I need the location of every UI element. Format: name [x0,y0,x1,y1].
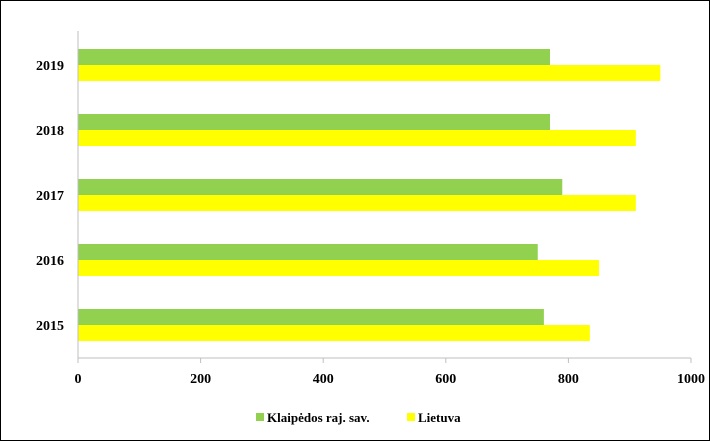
x-tick-label-400: 400 [313,372,334,387]
x-ticks-layer: 0 200 400 600 800 1000 [75,358,705,387]
bar-lietuva-2018 [78,130,636,146]
bar-lietuva-2016 [78,260,600,276]
legend-swatch-lietuva [407,413,415,421]
bar-klaipeda-2015 [78,309,544,325]
legend: Klaipėdos raj. sav. Lietuva [256,410,461,425]
category-label-2019: 2019 [36,59,64,74]
bar-klaipeda-2019 [78,49,551,65]
category-label-2017: 2017 [36,189,64,204]
legend-label-lietuva: Lietuva [418,410,461,425]
bar-klaipeda-2016 [78,244,538,260]
x-tick-label-800: 800 [558,372,579,387]
x-tick-label-200: 200 [190,372,211,387]
legend-label-klaipeda: Klaipėdos raj. sav. [267,410,370,425]
bar-lietuva-2015 [78,325,590,341]
bar-klaipeda-2017 [78,179,563,195]
category-labels-layer: 2015 2016 2017 2018 2019 [36,59,64,334]
category-label-2015: 2015 [36,319,64,334]
x-tick-label-600: 600 [435,372,456,387]
x-tick-label-0: 0 [75,372,82,387]
bar-klaipeda-2018 [78,114,551,130]
category-label-2018: 2018 [36,124,64,139]
bars-layer [78,49,661,341]
bar-lietuva-2017 [78,195,636,211]
category-label-2016: 2016 [36,254,64,269]
x-tick-label-1000: 1000 [677,372,705,387]
legend-swatch-klaipeda [256,413,264,421]
bar-lietuva-2019 [78,65,661,81]
